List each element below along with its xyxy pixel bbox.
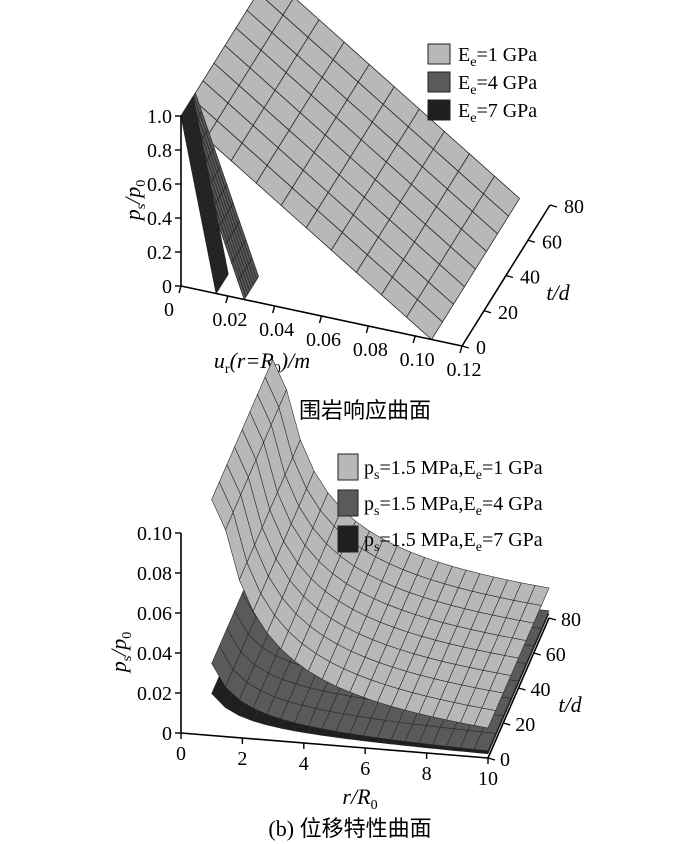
y-tick-label: 0 — [162, 723, 172, 745]
x-tick-label: 0.04 — [259, 319, 294, 341]
x-tick — [271, 305, 276, 314]
t-tick — [527, 239, 536, 243]
x-tick-label: 0 — [176, 743, 186, 765]
t-tick-label: 80 — [561, 609, 581, 631]
x-tick-label: 2 — [237, 748, 247, 770]
t-tick-label: 0 — [500, 749, 510, 771]
panel-a: 0 0.2 0.4 0.6 0.8 1.0 0 0.02 0.04 0.06 0.08 0.10 0.1… — [120, 0, 584, 423]
legend-swatch — [337, 453, 359, 481]
t-tick-label: 20 — [515, 714, 535, 736]
t-tick-label: 20 — [498, 302, 518, 324]
t-tick-label: 60 — [546, 644, 566, 666]
legend-entry: ps=1.5 MPa,Ee=1 GPa — [364, 457, 543, 483]
panel-a-caption: (a) 围岩响应曲面 — [269, 398, 431, 423]
panel-b-legend: ps=1.5 MPa,Ee=1 GPa ps=1.5 MPa,Ee=4 GPa ps… — [337, 453, 543, 555]
x-tick-label: 0.02 — [212, 309, 247, 331]
t-axis-title: t/d — [558, 692, 582, 717]
legend-entry: Ee=7 GPa — [458, 100, 537, 126]
t-tick — [549, 204, 558, 208]
surface-cell — [222, 255, 229, 278]
y-tick-label: 0.10 — [137, 523, 172, 545]
surface-1 — [180, 0, 521, 341]
y-axis-title-text: ps/p0 — [106, 632, 135, 675]
legend-swatch — [337, 525, 359, 553]
y-tick-label: 0.4 — [147, 208, 172, 230]
x-tick-label: 0.08 — [353, 339, 388, 361]
surface-cell — [265, 0, 293, 16]
surface-1 — [211, 358, 550, 729]
surface-cell — [249, 257, 259, 281]
x-tick-label: 0 — [164, 299, 174, 321]
y-tick-label: 1.0 — [147, 106, 172, 128]
x-tick-label: 0.10 — [400, 349, 435, 371]
legend-entry: Ee=4 GPa — [458, 72, 537, 98]
x-axis-title: ur(r=R0)/m — [214, 348, 310, 377]
surface-cell — [482, 175, 521, 217]
x-tick — [365, 325, 370, 334]
x-tick — [459, 345, 463, 354]
y-tick-label: 0.08 — [137, 563, 172, 585]
surface-3 — [180, 95, 229, 295]
t-tick — [503, 722, 511, 726]
surface-cell — [527, 585, 550, 606]
y-tick-label: 0.06 — [137, 603, 172, 625]
y-tick-label: 0 — [162, 276, 172, 298]
x-axis-line — [180, 732, 489, 759]
y-axis-title: ps/p0 — [120, 180, 149, 223]
x-tick-label: 10 — [478, 768, 498, 790]
x-axis-title: r/R0 — [342, 784, 377, 813]
t-tick-label: 80 — [564, 196, 584, 218]
panel-b-caption: (b) 位移特性曲面 — [268, 816, 431, 841]
x-tick — [412, 335, 416, 344]
t-tick — [461, 345, 470, 349]
legend-swatch — [427, 99, 451, 121]
t-tick-label: 40 — [531, 679, 551, 701]
t-tick — [518, 687, 526, 691]
t-tick — [505, 274, 514, 279]
panel-a-axes: 0 0.2 0.4 0.6 0.8 1.0 0 0.02 0.04 0.06 0.08 0.10 0.1… — [120, 106, 584, 381]
t-axis-title: t/d — [546, 280, 570, 305]
t-tick — [483, 310, 492, 314]
x-tick-label: 6 — [360, 758, 370, 780]
x-tick-label: 4 — [299, 753, 309, 775]
legend-entry: ps=1.5 MPa,Ee=7 GPa — [364, 529, 543, 555]
x-tick-label: 0.06 — [306, 329, 341, 351]
x-tick — [225, 295, 229, 304]
y-tick-label: 0.2 — [147, 242, 172, 264]
legend-entry: Ee=1 GPa — [458, 44, 537, 70]
x-tick — [178, 285, 182, 294]
legend-swatch — [337, 489, 359, 517]
t-tick — [533, 652, 541, 656]
y-tick-label: 0.6 — [147, 174, 172, 196]
x-tick — [318, 315, 323, 324]
t-tick-label: 60 — [542, 231, 562, 253]
panel-a-surfaces — [180, 0, 521, 341]
y-axis-title: ps/p0 — [106, 632, 135, 675]
legend-swatch — [427, 43, 451, 65]
y-tick-label: 0.8 — [147, 140, 172, 162]
panel-b-axes: 00.020.040.060.080.100 2 4 6 8 10020406080ps/… — [106, 523, 583, 813]
t-tick-label: 40 — [520, 267, 540, 289]
y-tick-label: 0.02 — [137, 683, 172, 705]
x-tick-label: 8 — [422, 763, 432, 785]
legend-entry: ps=1.5 MPa,Ee=4 GPa — [364, 493, 543, 519]
panel-b: 00.020.040.060.080.100 2 4 6 8 10020406080ps/… — [106, 358, 583, 841]
y-tick-label: 0.04 — [137, 643, 172, 665]
t-tick-label: 0 — [476, 337, 486, 359]
t-tick — [487, 757, 496, 761]
panel-b-surfaces — [211, 358, 550, 755]
legend-swatch — [427, 71, 451, 93]
y-axis-title-text: ps/p0 — [120, 180, 149, 223]
t-tick — [548, 617, 557, 621]
x-tick-label: 0.12 — [447, 359, 482, 381]
